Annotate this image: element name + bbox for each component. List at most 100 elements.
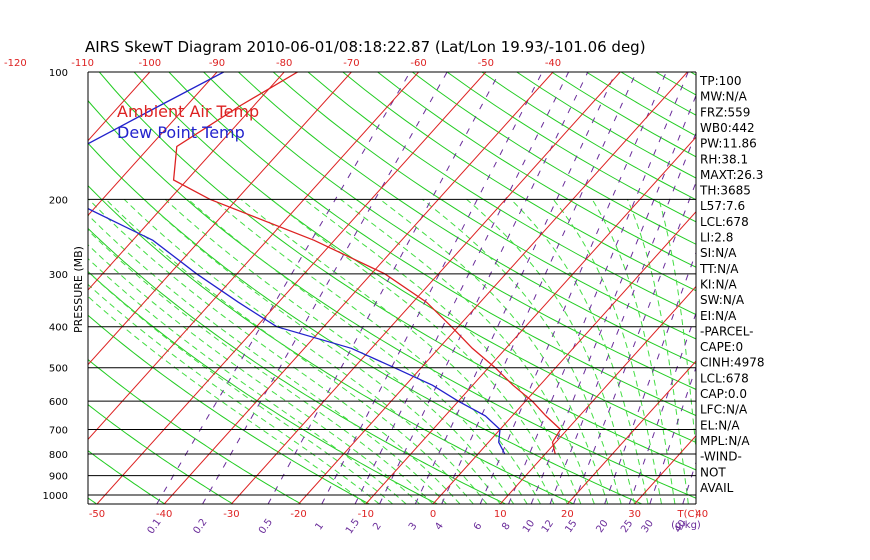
- sounding-index: WB0:442: [700, 121, 755, 135]
- mixing-ratio-tick-label: 15: [563, 518, 579, 535]
- bottom-temp-tick-label: -40: [156, 509, 172, 520]
- sounding-index: FRZ:559: [700, 105, 750, 119]
- bottom-temp-tick-label: -30: [223, 509, 239, 520]
- chart-title: AIRS SkewT Diagram 2010-06-01/08:18:22.8…: [85, 38, 646, 56]
- mixing-ratio-unit-label: (g/kg): [671, 520, 701, 531]
- dry-adiabat-line: [481, 72, 696, 201]
- moist-adiabat-line: [591, 199, 676, 504]
- sounding-index: CAP:0.0: [700, 387, 747, 401]
- bottom-temp-tick-label: 40: [695, 509, 708, 520]
- dry-adiabat-line: [88, 358, 302, 504]
- chart-grid: [0, 72, 870, 504]
- axes: [87, 72, 697, 505]
- mixing-ratio-tick-label: 8: [500, 521, 513, 533]
- sounding-index: -WIND-: [700, 450, 742, 464]
- y-axis-label: PRESSURE (MB): [72, 246, 85, 333]
- pressure-tick-label: 800: [49, 450, 68, 461]
- top-temp-tick-label: -50: [478, 58, 494, 69]
- dry-adiabat-line: [88, 404, 234, 504]
- isotherms: [0, 72, 870, 504]
- mixing-ratio-line: [354, 72, 570, 504]
- moist-adiabat-line: [88, 271, 394, 504]
- isotherm-line: [769, 72, 870, 504]
- bottom-temp-tick-label: -20: [290, 509, 306, 520]
- dry-adiabat-line: [88, 270, 438, 504]
- bottom-temp-tick-label: 30: [628, 509, 641, 520]
- top-temp-tick-label: -60: [410, 58, 426, 69]
- pressure-lines: [88, 71, 696, 496]
- dry-adiabat-line: [88, 314, 370, 504]
- dry-adiabat-line: [377, 72, 696, 268]
- mixing-ratio-lines: [156, 72, 696, 504]
- sounding-index: LCL:678: [700, 215, 749, 229]
- dry-adiabat-line: [272, 72, 696, 340]
- isotherm-line: [0, 72, 83, 504]
- moist-adiabat-line: [105, 198, 474, 504]
- isotherm-line: [231, 72, 621, 504]
- pressure-tick-label: 600: [49, 397, 68, 408]
- pressure-tick-label: 900: [49, 472, 68, 483]
- bottom-temp-tick-label: 20: [561, 509, 574, 520]
- moist-adiabat-line: [422, 198, 622, 504]
- top-temp-tick-label: -100: [138, 58, 161, 69]
- mixing-ratio-tick-label: 20: [594, 518, 610, 535]
- pressure-tick-label: 300: [49, 270, 68, 281]
- moist-adiabats: [88, 198, 696, 504]
- mixing-ratio-tick-label: 2: [371, 521, 384, 533]
- pressure-tick-label: 400: [49, 323, 68, 334]
- isotherm-line: [0, 72, 15, 504]
- bottom-temp-tick-label: -10: [358, 509, 374, 520]
- isotherm-line: [567, 360, 696, 504]
- moist-adiabat-line: [143, 198, 501, 504]
- mixing-ratio-tick-label: 12: [540, 518, 556, 535]
- mixing-ratio-line: [530, 94, 696, 504]
- bottom-temp-tick-label: 10: [494, 509, 507, 520]
- isotherm-line: [499, 285, 696, 504]
- moist-adiabat-line: [164, 198, 515, 504]
- dry-adiabat-line: [168, 72, 696, 417]
- sounding-index: NOT: [700, 465, 726, 479]
- moist-adiabat-line: [88, 229, 434, 504]
- moist-adiabat-line: [552, 198, 662, 504]
- bottom-temp-tick-label: -50: [89, 509, 105, 520]
- moist-adiabat-line: [340, 198, 595, 504]
- moist-adiabat-line: [123, 198, 488, 504]
- sounding-index: SI:N/A: [700, 246, 737, 260]
- dry-adiabat-line: [342, 72, 696, 292]
- dry-adiabats: [88, 72, 696, 504]
- legend: Ambient Air Temp Dew Point Temp: [117, 102, 259, 142]
- mixing-ratio-line: [479, 72, 667, 504]
- mixing-ratio-tick-label: 10: [521, 518, 537, 535]
- moist-adiabat-line: [88, 295, 367, 504]
- legend-ambient-air-temp: Ambient Air Temp: [117, 102, 259, 121]
- top-temp-tick-label: -70: [343, 58, 359, 69]
- moist-adiabat-line: [303, 198, 582, 504]
- sounding-index: EL:N/A: [700, 418, 740, 432]
- sounding-index: CINH:4978: [700, 356, 765, 370]
- sounding-index: SW:N/A: [700, 293, 745, 307]
- mixing-ratio-line: [321, 72, 543, 504]
- mixing-ratio-tick-label: 0.5: [257, 517, 275, 536]
- mixing-ratio-line: [414, 72, 617, 504]
- mixing-ratio-tick-label: 1: [313, 521, 326, 533]
- mixing-ratio-tick-label: 4: [433, 521, 446, 533]
- moist-adiabat-line: [379, 198, 609, 504]
- top-temp-tick-label: -90: [209, 58, 225, 69]
- top-temp-tick-label: -110: [71, 58, 94, 69]
- isotherm-line: [298, 72, 688, 504]
- moist-adiabat-line: [88, 257, 407, 504]
- dry-adiabat-line: [88, 227, 506, 504]
- isotherm-line: [365, 136, 696, 504]
- mixing-ratio-tick-label: 25: [619, 518, 635, 535]
- moist-adiabat-line: [466, 198, 636, 504]
- moist-adiabat-line: [88, 198, 461, 504]
- moist-adiabat-line: [658, 199, 696, 453]
- isotherm-line: [88, 72, 352, 366]
- sounding-index: RH:38.1: [700, 152, 748, 166]
- sounding-index: LFC:N/A: [700, 403, 748, 417]
- top-temp-tick-label: -40: [545, 58, 561, 69]
- sounding-index: LCL:678: [700, 371, 749, 385]
- pressure-tick-label: 100: [49, 68, 68, 79]
